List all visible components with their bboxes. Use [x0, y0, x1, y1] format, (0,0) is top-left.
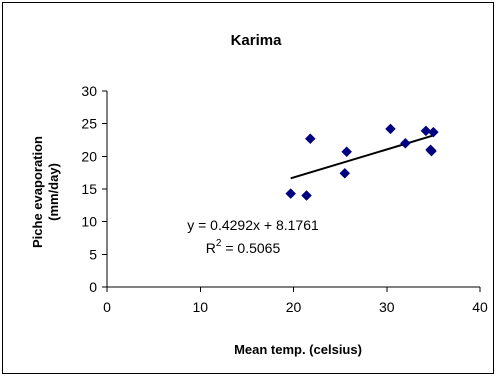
data-point [428, 126, 439, 138]
data-point [426, 145, 437, 157]
data-point [385, 123, 396, 135]
y-tick-label: 25 [81, 116, 97, 132]
x-tick-label: 10 [192, 299, 208, 315]
r-squared-sup: 2 [216, 238, 222, 249]
r-squared-value: = 0.5065 [221, 240, 280, 256]
x-tick-label: 30 [379, 299, 395, 315]
chart-title: Karima [231, 32, 283, 49]
r-squared-label: R2 = 0.5065 [206, 238, 281, 256]
y-tick-label: 10 [81, 214, 97, 230]
data-point [341, 146, 353, 158]
x-tick-label: 20 [286, 299, 302, 315]
y-tick-label: 15 [81, 181, 97, 197]
data-point [400, 137, 411, 149]
y-tick-label: 30 [81, 83, 97, 99]
axis-ticks: 0 5 10 15 20 25 30 0 10 20 30 40 [81, 83, 488, 315]
y-tick-label: 20 [81, 148, 97, 164]
data-point [420, 125, 432, 137]
y-axis-title-line2: (mm/day) [46, 163, 61, 221]
x-tick-label: 40 [472, 299, 488, 315]
y-axis-title-line1: Piche evaporation [30, 136, 45, 248]
data-points [285, 123, 439, 201]
r-squared-prefix: R [206, 240, 216, 256]
y-axis-title: Piche evaporation (mm/day) [30, 136, 61, 248]
x-tick-label: 0 [103, 299, 111, 315]
trendline-equation: y = 0.4292x + 8.1761 [187, 217, 319, 233]
data-point [285, 188, 297, 199]
y-tick-label: 0 [89, 279, 97, 295]
data-point [339, 167, 351, 179]
x-axis-title: Mean temp. (celsius) [234, 342, 362, 357]
y-tick-label: 5 [89, 246, 97, 262]
data-point [301, 190, 312, 201]
data-point [304, 133, 316, 145]
